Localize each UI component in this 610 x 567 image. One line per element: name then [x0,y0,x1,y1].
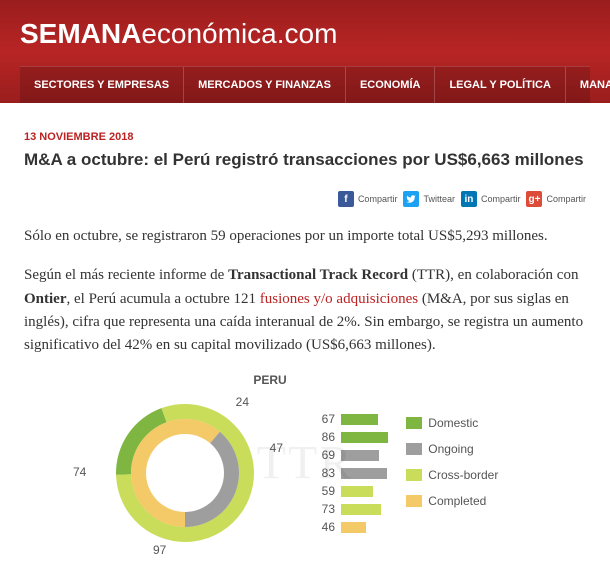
twitter-icon [403,191,419,207]
share-googleplus[interactable]: g+ Compartir [526,191,586,207]
nav-item[interactable]: ECONOMÍA [346,67,436,103]
bar-value: 69 [313,448,335,462]
p2-a: Según el más reciente informe de [24,267,228,283]
callout-tr: 24 [236,395,249,409]
share-li-label: Compartir [481,194,521,204]
bar-row: 86 [313,430,388,444]
bar-rect [341,486,373,497]
legend-label: Completed [428,494,486,508]
share-facebook[interactable]: f Compartir [338,191,398,207]
bar-value: 67 [313,412,335,426]
donut-chart [110,398,260,548]
share-twitter[interactable]: Twittear [403,191,455,207]
chart-body: 24 47 97 74 67 86 69 83 59 73 46 Domestic Ongoi… [75,393,535,553]
site-title-light: económica.com [141,18,337,49]
site-title-bold: SEMANA [20,18,141,49]
callout-l: 74 [73,465,86,479]
nav-item[interactable]: MANAGEMEN [566,67,610,103]
bar-value: 73 [313,502,335,516]
legend-label: Ongoing [428,442,473,456]
bar-rect [341,414,378,425]
share-row: f Compartir Twittear in Compartir g+ Com… [24,191,586,207]
article-content: 13 NOVIEMBRE 2018 M&A a octubre: el Perú… [0,103,610,563]
bar-row: 83 [313,466,388,480]
bar-value: 46 [313,520,335,534]
article-date: 13 NOVIEMBRE 2018 [24,131,586,143]
article-headline: M&A a octubre: el Perú registró transacc… [24,149,586,171]
paragraph-2: Según el más reciente informe de Transac… [24,264,586,357]
main-nav: SECTORES Y EMPRESASMERCADOS Y FINANZASEC… [20,66,590,103]
bar-row: 69 [313,448,388,462]
bar-rect [341,432,388,443]
donut-box: 24 47 97 74 [75,393,295,553]
bar-row: 67 [313,412,388,426]
chart-container: TTR PERU 24 47 97 74 67866983597346 Dome… [75,373,535,553]
googleplus-icon: g+ [526,191,542,207]
p2-b: Transactional Track Record [228,267,408,283]
bar-value: 59 [313,484,335,498]
legend: Domestic Ongoing Cross-border Completed [406,416,498,534]
nav-item[interactable]: LEGAL Y POLÍTICA [435,67,565,103]
bar-rect [341,522,366,533]
chart-right: 67 86 69 83 59 73 46 Domestic Ongoing Cross-bord… [313,412,498,534]
p2-link[interactable]: fusiones y/o adquisiciones [260,291,418,307]
site-title: SEMANAeconómica.com [20,18,590,66]
legend-swatch [406,495,422,507]
bar-value: 83 [313,466,335,480]
legend-swatch [406,469,422,481]
bar-rect [341,450,379,461]
callout-bl: 97 [153,543,166,557]
legend-row: Cross-border [406,468,498,482]
legend-swatch [406,417,422,429]
bar-rect [341,504,381,515]
legend-row: Domestic [406,416,498,430]
share-gp-label: Compartir [546,194,586,204]
legend-row: Ongoing [406,442,498,456]
bar-rect [341,468,387,479]
chart-title: PERU [5,373,535,387]
bar-row: 46 [313,520,388,534]
p2-e: , el Perú acumula a octubre 121 [67,291,260,307]
bars: 67 86 69 83 59 73 46 [313,412,388,534]
share-fb-label: Compartir [358,194,398,204]
legend-row: Completed [406,494,498,508]
p2-c: (TTR), en colaboración con [408,267,578,283]
legend-swatch [406,443,422,455]
nav-item[interactable]: MERCADOS Y FINANZAS [184,67,346,103]
callout-r: 47 [270,441,283,455]
linkedin-icon: in [461,191,477,207]
bar-row: 73 [313,502,388,516]
bar-row: 59 [313,484,388,498]
share-tw-label: Twittear [423,194,455,204]
nav-item[interactable]: SECTORES Y EMPRESAS [20,67,184,103]
p2-d: Ontier [24,291,67,307]
legend-label: Domestic [428,416,478,430]
share-linkedin[interactable]: in Compartir [461,191,521,207]
bar-value: 86 [313,430,335,444]
legend-label: Cross-border [428,468,498,482]
facebook-icon: f [338,191,354,207]
paragraph-1: Sólo en octubre, se registraron 59 opera… [24,225,586,248]
site-header: SEMANAeconómica.com SECTORES Y EMPRESASM… [0,0,610,103]
